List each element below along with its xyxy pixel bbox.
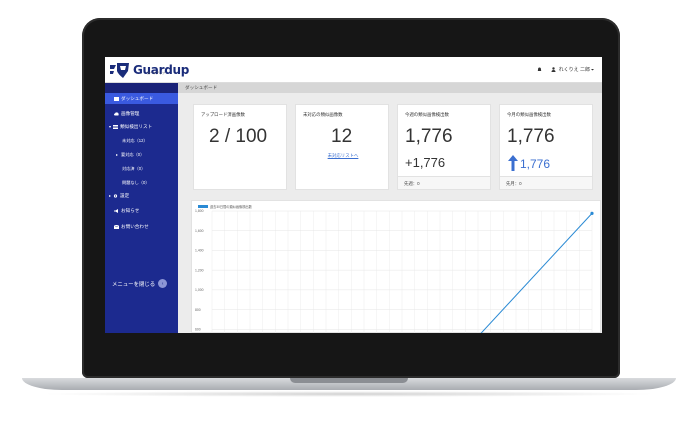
sidebar-item-label: 問題なし（0） bbox=[122, 179, 150, 185]
sidebar-item-unhandled[interactable]: 未対応（12） bbox=[105, 135, 178, 146]
detections-chart: 過去30日間の類似画像検出数 1,800 1,600 1,400 1,200 1,000… bbox=[191, 200, 601, 333]
logo[interactable]: Guardup bbox=[109, 60, 189, 80]
unhandled-list-link[interactable]: 未対応リストへ bbox=[327, 153, 359, 158]
card-footer: 先週：0 bbox=[398, 176, 490, 189]
arrow-up-icon bbox=[508, 155, 518, 171]
sidebar-item-label: 要対応（0） bbox=[121, 151, 145, 157]
sidebar-item-similar-list[interactable]: ▾ 類似検出リスト bbox=[105, 121, 178, 132]
legend-swatch bbox=[198, 205, 208, 208]
card-title: 今週の類似画像検出数 bbox=[405, 112, 449, 117]
list-icon bbox=[113, 124, 119, 129]
caret-down-icon: ▾ bbox=[109, 124, 112, 129]
app-screen: Guardup ガードアップ れくりえ 二郎 ダッシュボード 画像管 bbox=[105, 57, 602, 333]
y-tick-label: 1,000 bbox=[195, 288, 204, 292]
dashboard-icon bbox=[114, 96, 119, 101]
sidebar-item-needs-action[interactable]: ▸ 要対応（0） bbox=[105, 149, 178, 160]
sidebar-item-label: 類似検出リスト bbox=[120, 123, 153, 129]
card-value: 1,776 bbox=[405, 126, 453, 147]
card-title: 今月の類似画像検出数 bbox=[507, 112, 551, 117]
caret-right-icon: ▸ bbox=[109, 193, 112, 198]
sidebar-item-label: お知らせ bbox=[121, 207, 140, 213]
envelope-icon bbox=[114, 224, 119, 229]
card-footer: 先月：0 bbox=[500, 176, 592, 189]
sidebar-header bbox=[105, 83, 178, 93]
user-name[interactable]: れくりえ 二郎 bbox=[558, 67, 590, 73]
topbar-right: れくりえ 二郎 bbox=[537, 66, 598, 73]
chevron-left-glyph: ‹ bbox=[161, 280, 164, 287]
y-tick-label: 600 bbox=[195, 327, 201, 331]
data-point[interactable] bbox=[590, 211, 594, 215]
close-menu-label: メニューを閉じる bbox=[112, 281, 156, 288]
main-content: ダッシュボード アップロード済画像数 2 / 100 未対応の類似画像数 12 … bbox=[178, 83, 602, 333]
breadcrumb: ダッシュボード bbox=[178, 83, 602, 93]
sidebar-item-images[interactable]: 画像管理 bbox=[105, 108, 178, 119]
sidebar-item-label: 未対応（12） bbox=[122, 137, 148, 143]
y-tick-label: 1,200 bbox=[195, 268, 204, 272]
shield-logo-icon bbox=[110, 63, 129, 78]
series-line bbox=[480, 213, 593, 333]
y-tick-label: 1,800 bbox=[195, 209, 204, 213]
card-title: アップロード済画像数 bbox=[201, 112, 245, 117]
logo-subtitle: ガードアップ bbox=[147, 71, 166, 75]
sidebar-item-label: ダッシュボード bbox=[121, 95, 154, 101]
card-monthly-detections: 今月の類似画像検出数 1,776 1,776 先月：0 bbox=[499, 104, 593, 190]
card-unhandled-similar: 未対応の類似画像数 12 未対応リストへ bbox=[295, 104, 389, 190]
card-value: 1,776 bbox=[507, 126, 555, 147]
chevron-down-icon[interactable] bbox=[590, 67, 595, 72]
y-tick-label: 1,400 bbox=[195, 249, 204, 253]
sidebar-item-no-issue[interactable]: 問題なし（0） bbox=[105, 177, 178, 188]
sidebar-item-label: 画像管理 bbox=[121, 110, 140, 116]
chevron-left-icon[interactable]: ‹ bbox=[158, 279, 168, 288]
cloud-icon bbox=[114, 111, 119, 115]
user-icon bbox=[551, 67, 556, 72]
card-uploaded-images: アップロード済画像数 2 / 100 bbox=[193, 104, 287, 190]
sidebar-item-settings[interactable]: ▸ 設定 bbox=[105, 190, 178, 201]
card-value: 2 / 100 bbox=[209, 126, 268, 147]
sidebar-item-news[interactable]: お知らせ bbox=[105, 205, 178, 216]
card-delta: 1,776 bbox=[520, 157, 551, 171]
card-title: 未対応の類似画像数 bbox=[303, 112, 343, 117]
sidebar: ダッシュボード 画像管理 ▾ 類似検出リスト 未対応（12） ▸ 要対応（0） … bbox=[105, 83, 178, 333]
sidebar-item-handled[interactable]: 対応済（0） bbox=[105, 163, 178, 174]
logo-text: Guardup bbox=[133, 63, 190, 77]
y-tick-label: 1,600 bbox=[195, 229, 204, 233]
laptop-shadow bbox=[40, 391, 658, 397]
sidebar-item-label: 設定 bbox=[120, 192, 130, 198]
sidebar-item-label: お問い合わせ bbox=[121, 223, 149, 229]
megaphone-icon bbox=[114, 208, 118, 213]
laptop-notch bbox=[290, 378, 408, 383]
y-tick-label: 800 bbox=[195, 308, 201, 312]
sidebar-item-contact[interactable]: お問い合わせ bbox=[105, 221, 178, 232]
laptop-base bbox=[22, 378, 676, 390]
gear-icon bbox=[113, 193, 118, 198]
caret-right-icon: ▸ bbox=[116, 152, 119, 157]
top-bar: Guardup ガードアップ れくりえ 二郎 bbox=[105, 57, 602, 83]
card-delta: +1,776 bbox=[405, 155, 446, 170]
sidebar-item-label: 対応済（0） bbox=[122, 165, 146, 171]
sidebar-item-dashboard[interactable]: ダッシュボード bbox=[105, 93, 178, 104]
chart-legend[interactable]: 過去30日間の類似画像検出数 bbox=[198, 204, 252, 209]
legend-label: 過去30日間の類似画像検出数 bbox=[210, 205, 252, 209]
card-weekly-detections: 今週の類似画像検出数 1,776 +1,776 先週：0 bbox=[397, 104, 491, 190]
bell-icon[interactable] bbox=[537, 67, 542, 72]
close-menu-button[interactable]: メニューを閉じる ‹ bbox=[112, 279, 168, 288]
card-value: 12 bbox=[331, 126, 353, 147]
